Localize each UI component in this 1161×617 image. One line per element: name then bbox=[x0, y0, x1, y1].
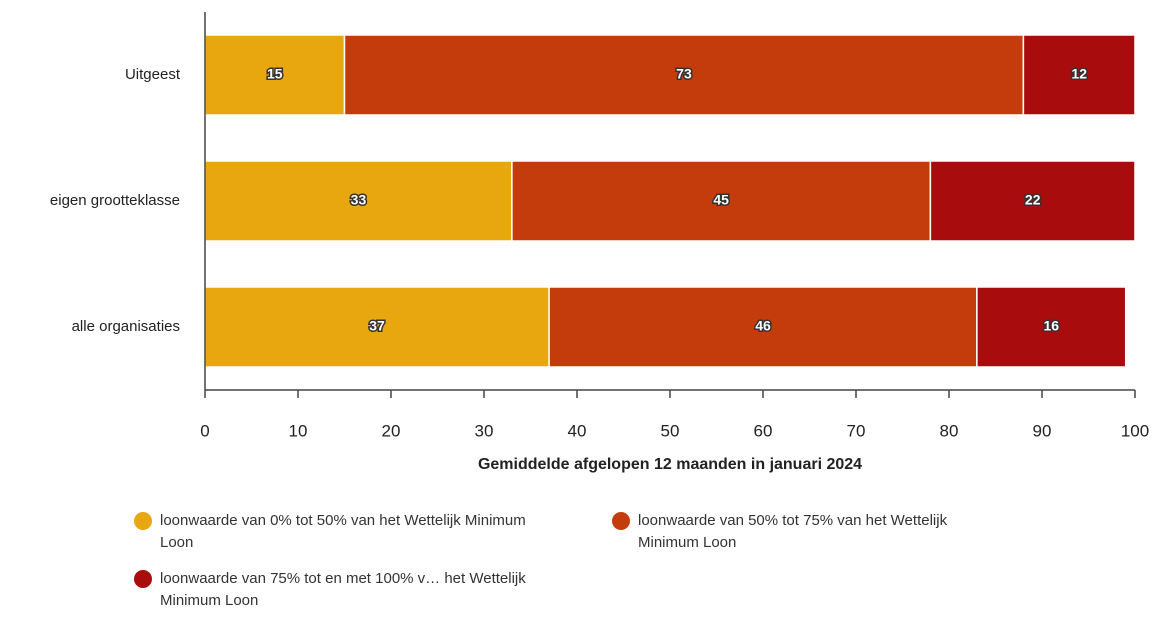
y-tick-label: alle organisaties bbox=[72, 318, 180, 335]
data-label: 73 bbox=[676, 66, 692, 82]
y-tick-label: eigen grootteklasse bbox=[50, 192, 180, 209]
x-tick-label: 100 bbox=[1121, 421, 1149, 440]
legend-swatch bbox=[134, 570, 152, 588]
bar-segment bbox=[343, 34, 1025, 116]
x-tick-label: 70 bbox=[847, 421, 866, 440]
data-label: 22 bbox=[1025, 192, 1041, 208]
x-tick-label: 80 bbox=[940, 421, 959, 440]
bar-segment bbox=[204, 286, 550, 368]
x-tick-label: 10 bbox=[289, 421, 308, 440]
bar-segment bbox=[511, 160, 932, 242]
chart: Gemiddelde afgelopen 12 maanden in janua… bbox=[50, 12, 1149, 473]
legend-item: loonwaarde van 0% tot 50% van het Wettel… bbox=[134, 510, 530, 554]
data-label: 37 bbox=[369, 318, 385, 334]
x-tick-label: 50 bbox=[661, 421, 680, 440]
x-axis-title: Gemiddelde afgelopen 12 maanden in janua… bbox=[478, 456, 862, 473]
legend-label: loonwaarde van 75% tot en met 100% v… he… bbox=[160, 570, 526, 609]
bar-segment bbox=[976, 286, 1127, 368]
legend-item: loonwaarde van 75% tot en met 100% v… he… bbox=[134, 568, 565, 612]
legend-label: loonwaarde van 50% tot 75% van het Wette… bbox=[638, 512, 948, 551]
data-label: 46 bbox=[755, 318, 771, 334]
legend-swatch bbox=[612, 512, 630, 530]
data-label: 45 bbox=[713, 192, 729, 208]
legend-swatch bbox=[134, 512, 152, 530]
x-tick-label: 60 bbox=[754, 421, 773, 440]
legend-item: loonwaarde van 50% tot 75% van het Wette… bbox=[612, 510, 1008, 554]
x-tick-label: 0 bbox=[200, 421, 209, 440]
x-tick-label: 30 bbox=[475, 421, 494, 440]
x-tick-label: 90 bbox=[1033, 421, 1052, 440]
data-label: 15 bbox=[267, 66, 283, 82]
data-label: 16 bbox=[1044, 318, 1060, 334]
x-tick-label: 40 bbox=[568, 421, 587, 440]
data-label: 33 bbox=[351, 192, 367, 208]
data-label: 12 bbox=[1071, 66, 1087, 82]
bar-segment bbox=[204, 160, 513, 242]
bar-segment bbox=[929, 160, 1136, 242]
bar-segment bbox=[1022, 34, 1136, 116]
legend-label: loonwaarde van 0% tot 50% van het Wettel… bbox=[160, 512, 526, 551]
y-tick-label: Uitgeest bbox=[125, 66, 181, 83]
bar-segment bbox=[204, 34, 346, 116]
bar-segment bbox=[548, 286, 978, 368]
x-tick-label: 20 bbox=[382, 421, 401, 440]
